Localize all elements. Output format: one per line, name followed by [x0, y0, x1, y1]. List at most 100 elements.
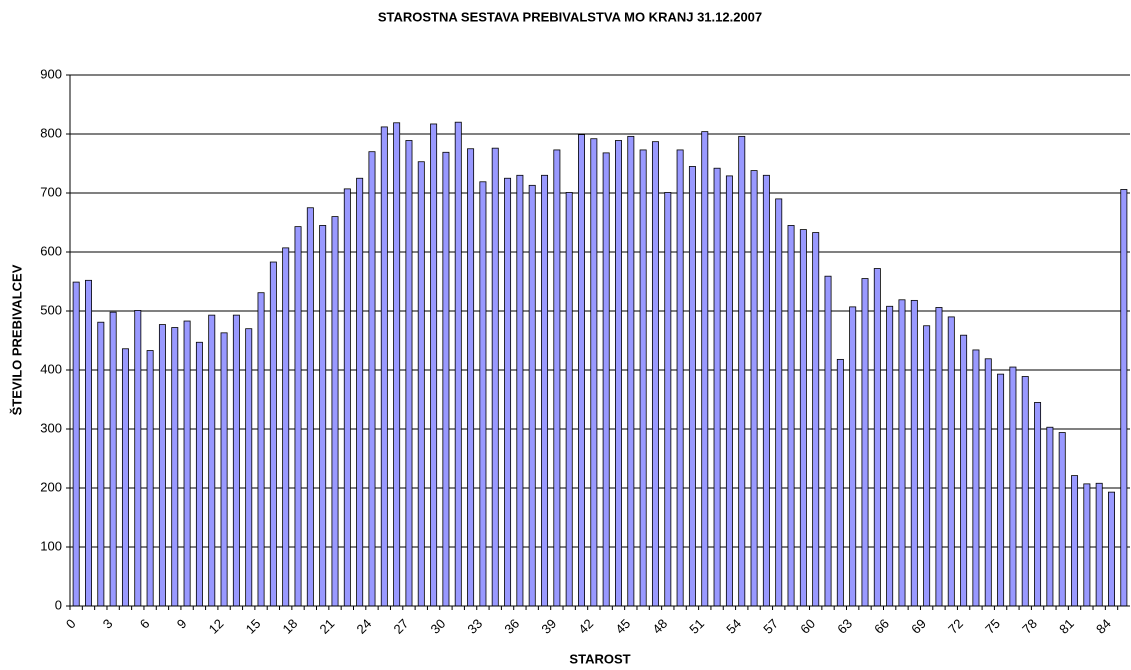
bar [356, 177, 364, 607]
x-tick-label: 21 [317, 616, 338, 637]
bar [836, 358, 844, 607]
bar [1095, 482, 1103, 607]
x-tick-label: 57 [760, 616, 781, 637]
bar [393, 122, 401, 607]
x-tick-label: 63 [834, 616, 855, 637]
y-tick-label: 100 [40, 538, 62, 553]
bar [1058, 432, 1066, 607]
bar [947, 316, 955, 607]
bar [208, 314, 216, 607]
x-tick-label: 72 [945, 616, 966, 637]
bar [799, 229, 807, 607]
x-tick-label: 9 [174, 616, 190, 632]
bar [158, 324, 166, 607]
bar [615, 140, 622, 607]
bar [97, 321, 105, 607]
bar [380, 126, 388, 607]
bar [787, 225, 795, 607]
bar [861, 278, 869, 607]
bar [1009, 366, 1017, 607]
y-axis-label: ŠTEVILO PREBIVALCEV [9, 264, 24, 415]
bar [454, 121, 462, 607]
x-tick-label: 60 [797, 616, 818, 637]
bar [849, 306, 857, 607]
bar [812, 232, 820, 607]
bar [602, 152, 610, 607]
x-tick-label: 42 [575, 616, 596, 637]
x-tick-label: 24 [354, 616, 375, 637]
y-tick-label: 0 [55, 597, 62, 612]
bar [935, 307, 943, 607]
y-tick-label: 500 [40, 302, 62, 317]
bar [565, 192, 573, 607]
x-tick-label: 54 [723, 616, 744, 637]
bar [1083, 483, 1091, 607]
bar [417, 161, 425, 607]
x-tick-label: 0 [63, 616, 79, 632]
bar [479, 181, 487, 607]
bar [910, 299, 918, 607]
bar [960, 334, 968, 607]
chart-title: STAROSTNA SESTAVA PREBIVALSTVA MO KRANJ … [378, 9, 762, 24]
x-tick-label: 6 [137, 616, 153, 632]
bar [134, 310, 142, 607]
bar [590, 138, 598, 607]
bar [639, 149, 647, 607]
y-tick-label: 200 [40, 479, 62, 494]
bar [1071, 475, 1079, 607]
x-tick-label: 66 [871, 616, 892, 637]
y-tick-label: 400 [40, 361, 62, 376]
x-tick-label: 45 [612, 616, 633, 637]
bar [775, 198, 783, 607]
y-tick-label: 700 [40, 184, 62, 199]
bar [368, 151, 376, 607]
bar [627, 135, 635, 607]
bar [651, 141, 659, 607]
bar [294, 226, 302, 607]
bar [183, 320, 191, 607]
bar [282, 247, 290, 607]
bar [541, 174, 549, 607]
x-tick-label: 33 [464, 616, 485, 637]
bar [516, 174, 524, 607]
x-tick-label: 18 [280, 616, 301, 637]
bar [1046, 426, 1054, 607]
bar [220, 332, 228, 607]
bar [713, 167, 721, 607]
bar [232, 314, 240, 607]
bar [504, 177, 512, 607]
bar [1021, 376, 1029, 607]
bar [171, 327, 179, 607]
x-tick-label: 51 [686, 616, 707, 637]
x-axis-label: STAROST [569, 651, 630, 666]
x-tick-label: 15 [243, 616, 264, 637]
bar [146, 350, 154, 607]
x-tick-label: 78 [1019, 616, 1040, 637]
x-tick-label: 36 [501, 616, 522, 637]
y-tick-label: 800 [40, 125, 62, 140]
bar [72, 281, 80, 607]
x-tick-label: 69 [908, 616, 929, 637]
x-tick-label: 3 [100, 616, 116, 632]
bar [195, 341, 203, 607]
bar [750, 170, 758, 607]
bar [972, 349, 980, 607]
bar [676, 149, 684, 607]
bar [997, 373, 1005, 607]
bar [269, 261, 277, 607]
bar [430, 123, 438, 607]
x-tick-label: 39 [538, 616, 559, 637]
bar [405, 140, 413, 607]
bar [738, 135, 746, 607]
bar [923, 325, 931, 607]
bar [343, 188, 351, 607]
bar [664, 192, 672, 607]
bar [824, 275, 832, 607]
x-tick-label: 12 [206, 616, 227, 637]
x-tick-label: 84 [1093, 616, 1114, 637]
bar [886, 305, 894, 607]
x-tick-label: 48 [649, 616, 670, 637]
bar [1120, 189, 1128, 607]
bar [701, 131, 709, 607]
